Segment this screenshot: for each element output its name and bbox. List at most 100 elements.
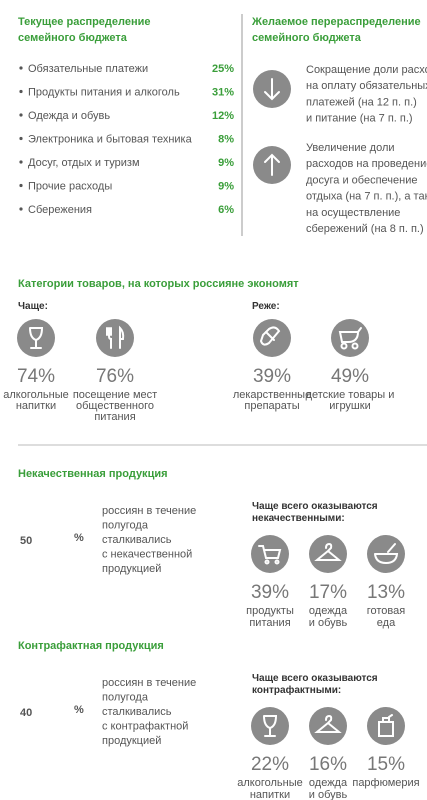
percent: 49%	[331, 366, 369, 387]
icon-glyph	[265, 331, 275, 341]
item-label: алкогольные	[237, 777, 302, 789]
big-unit: %	[74, 704, 84, 716]
icon	[96, 319, 134, 357]
budget-label: Продукты питания и алкоголь	[28, 87, 180, 99]
stat-text: сталкивались	[102, 534, 172, 546]
icon-glyph	[29, 327, 44, 349]
budget-value: 9%	[218, 157, 234, 169]
stat-text: полугода	[102, 520, 149, 532]
budget-label: Прочие расходы	[28, 181, 112, 193]
item-label: продукты	[246, 605, 294, 617]
budget-label: Обязательные платежи	[28, 63, 148, 75]
bullet	[19, 207, 23, 211]
icon-circle	[251, 707, 289, 745]
budget-value: 6%	[218, 204, 234, 216]
percent: 15%	[367, 754, 405, 775]
icon	[331, 319, 369, 357]
icon	[309, 707, 347, 745]
icon	[251, 535, 289, 573]
icon-circle	[309, 707, 347, 745]
desired-text: Увеличение доли	[306, 142, 395, 154]
icon	[253, 70, 291, 108]
icon-glyph	[314, 542, 342, 561]
group-label: Чаще всего оказываются	[252, 501, 378, 512]
item-label: питания	[249, 617, 290, 629]
icon-glyph	[314, 714, 342, 733]
desired-text: платежей (на 12 п. п.)	[306, 96, 417, 108]
percent: 76%	[96, 366, 134, 387]
item-label: одежда	[309, 777, 348, 789]
desired-text: досуга и обеспечение	[306, 174, 418, 186]
group-label: Чаще всего оказываются	[252, 673, 378, 684]
section-title: Некачественная продукция	[18, 468, 168, 480]
item-label: детские товары и	[306, 389, 395, 401]
icon-glyph	[264, 153, 280, 176]
icon-circle	[251, 535, 289, 573]
bullet	[19, 113, 23, 117]
section-title: Желаемое перераспределение	[251, 16, 421, 28]
item-label: готовая	[367, 605, 406, 617]
percent: 74%	[17, 366, 55, 387]
icon	[367, 707, 405, 745]
item-label: напитки	[250, 789, 290, 800]
bullet	[19, 89, 23, 94]
percent: 13%	[367, 582, 405, 603]
percent: 39%	[253, 366, 291, 387]
item-label: лекарственные	[233, 389, 311, 401]
item-label: еда	[377, 617, 396, 629]
item-label: игрушки	[329, 400, 370, 412]
icon-circle	[309, 535, 347, 573]
section-title: Контрафактная продукция	[18, 640, 164, 652]
section-title: Категории товаров, на которых россияне э…	[18, 278, 299, 290]
icon-glyph	[264, 559, 270, 565]
icon-circle	[331, 319, 369, 357]
icon-glyph	[374, 543, 399, 565]
budget-value: 31%	[212, 87, 234, 99]
big-number: 40	[20, 707, 32, 719]
group-label: контрафактными:	[252, 684, 341, 696]
item-label: посещение мест	[73, 389, 157, 401]
desired-text: сбережений (на 8 п. п.)	[306, 223, 424, 235]
item-label: и обувь	[309, 789, 348, 800]
bullet	[19, 183, 23, 188]
desired-text: и питание (на 7 п. п.)	[306, 113, 413, 125]
icon-glyph	[258, 545, 282, 559]
group-label: некачественными:	[252, 513, 345, 524]
stat-text: россиян в течение	[102, 677, 196, 689]
icon-circle	[17, 319, 55, 357]
icon-glyph	[264, 78, 280, 101]
stat-text: россиян в течение	[102, 505, 196, 517]
desired-text: на осуществление	[306, 207, 400, 219]
budget-value: 12%	[212, 110, 234, 122]
budget-value: 8%	[218, 134, 234, 146]
desired-text: отдыха (на 7 п. п.), а также	[306, 191, 427, 203]
icon-glyph	[106, 325, 125, 349]
icon-circle	[367, 707, 405, 745]
item-label: напитки	[16, 400, 56, 412]
percent: 16%	[309, 754, 347, 775]
icon-glyph	[338, 327, 362, 343]
icon	[253, 146, 291, 184]
desired-text: на оплату обязательных	[306, 80, 427, 92]
stat-text: сталкивались	[102, 706, 172, 718]
budget-value: 9%	[218, 181, 234, 193]
icon	[17, 319, 55, 357]
budget-label: Досуг, отдых и туризм	[28, 157, 140, 169]
section-title: семейного бюджета	[18, 32, 128, 44]
item-label: общественного	[76, 400, 154, 412]
budget-value: 25%	[212, 63, 234, 75]
item-label: одежда	[309, 605, 348, 617]
icon-glyph	[274, 559, 280, 565]
percent: 22%	[251, 754, 289, 775]
icon	[253, 319, 291, 357]
icon-glyph	[378, 714, 394, 737]
item-label: алкогольные	[3, 389, 68, 401]
bullet	[19, 160, 23, 164]
budget-label: Сбережения	[28, 204, 92, 216]
item-label: препараты	[244, 400, 299, 412]
group-label: Реже:	[252, 301, 280, 312]
desired-text: расходов на проведение	[306, 158, 427, 170]
item-label: и обувь	[309, 617, 348, 629]
budget-label: Одежда и обувь	[28, 110, 110, 122]
